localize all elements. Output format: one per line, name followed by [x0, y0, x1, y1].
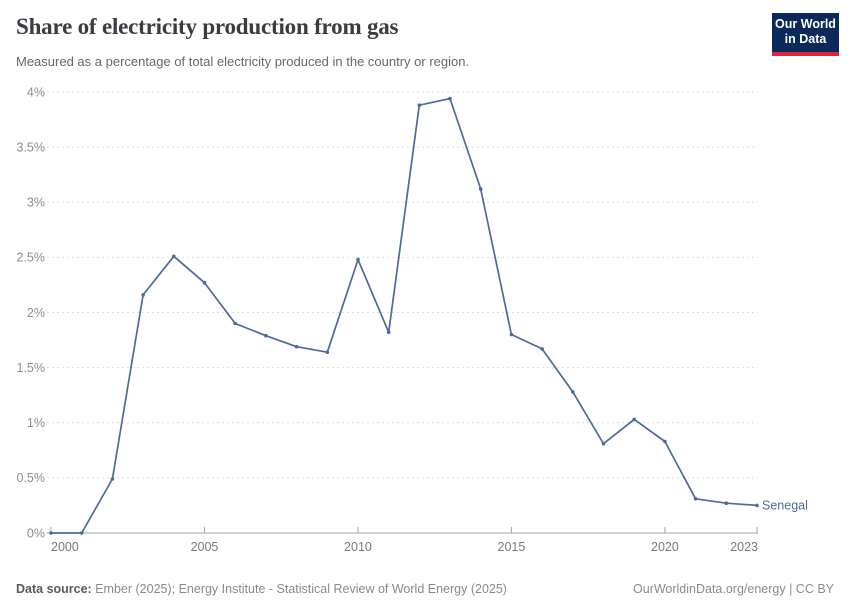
y-axis-tick-label: 1%: [27, 416, 45, 430]
data-point[interactable]: [724, 501, 729, 506]
data-point[interactable]: [386, 330, 391, 335]
y-axis-tick-label: 0.5%: [17, 471, 46, 485]
data-source-note[interactable]: Data source: Ember (2025); Energy Instit…: [16, 582, 507, 596]
data-point[interactable]: [79, 531, 84, 535]
data-point[interactable]: [202, 280, 207, 285]
data-point[interactable]: [141, 293, 145, 297]
owid-logo[interactable]: Our World in Data: [772, 13, 839, 56]
chart-subtitle: Measured as a percentage of total electr…: [16, 54, 470, 69]
y-axis-tick-label: 2%: [27, 306, 45, 320]
y-axis-tick-label: 0%: [27, 526, 45, 540]
x-axis-tick-label: 2015: [498, 540, 526, 554]
chart-title: Share of electricity production from gas: [16, 14, 399, 39]
data-point[interactable]: [172, 254, 176, 259]
data-point[interactable]: [417, 103, 422, 107]
data-point[interactable]: [356, 257, 360, 262]
owid-logo-line1: Our World: [775, 17, 836, 31]
data-source-text: Ember (2025); Energy Institute - Statist…: [91, 581, 507, 596]
data-point[interactable]: [233, 321, 237, 326]
data-point[interactable]: [264, 333, 268, 338]
data-point[interactable]: [448, 96, 452, 101]
y-axis-tick-label: 2.5%: [17, 251, 46, 265]
x-axis-tick-label: 2005: [191, 540, 219, 554]
series-end-label[interactable]: Senegal: [762, 499, 808, 513]
data-point[interactable]: [663, 439, 667, 444]
data-source-label: Data source:: [16, 581, 92, 596]
y-axis-tick-label: 4%: [27, 85, 45, 99]
data-point[interactable]: [49, 531, 53, 535]
credit-link[interactable]: OurWorldinData.org/energy | CC BY: [632, 581, 834, 596]
data-point[interactable]: [478, 187, 483, 191]
data-point[interactable]: [632, 417, 636, 422]
data-point[interactable]: [693, 497, 698, 501]
x-axis-tick-label: 2023: [730, 540, 758, 554]
data-point[interactable]: [601, 441, 606, 446]
y-axis-tick-label: 1.5%: [17, 361, 46, 375]
data-point[interactable]: [325, 350, 330, 355]
data-point[interactable]: [540, 347, 544, 351]
data-point[interactable]: [294, 344, 299, 349]
owid-logo-line2: in Data: [784, 32, 827, 46]
data-point[interactable]: [755, 503, 759, 508]
series-line[interactable]: [51, 97, 758, 534]
data-point[interactable]: [110, 477, 115, 481]
x-axis-tick-label: 2020: [651, 540, 679, 554]
x-axis-tick-label: 2010: [344, 540, 372, 554]
data-point[interactable]: [571, 390, 575, 394]
y-axis-tick-label: 3.5%: [17, 140, 46, 154]
data-point[interactable]: [509, 332, 514, 337]
x-axis-tick-label: 2000: [51, 540, 79, 554]
y-axis-tick-label: 3%: [27, 196, 45, 210]
